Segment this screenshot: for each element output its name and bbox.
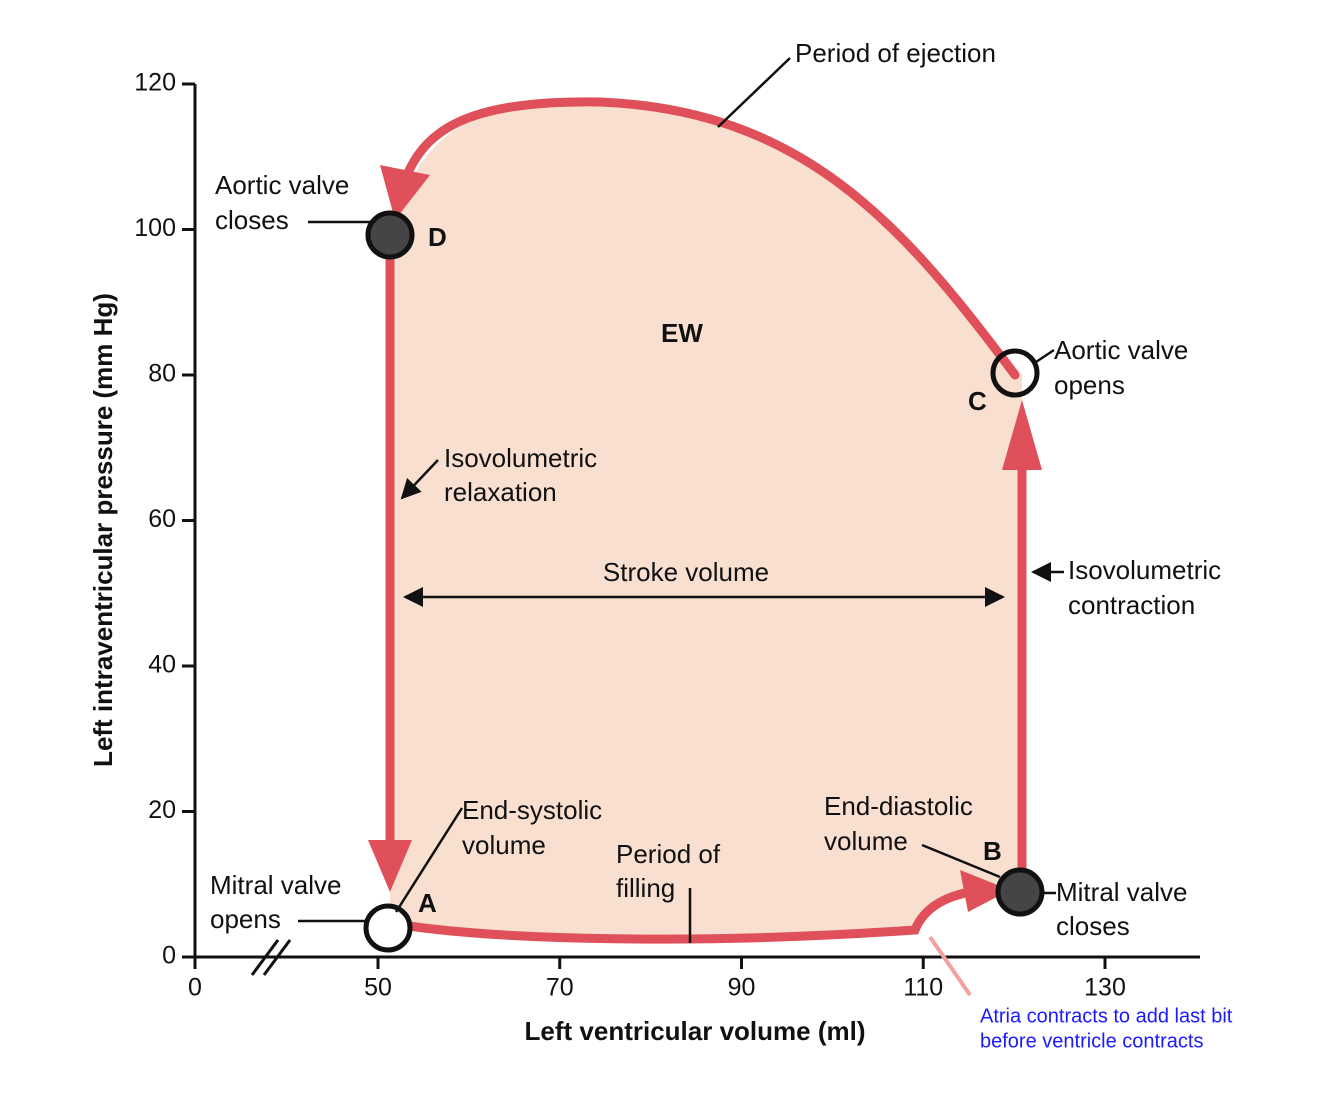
annotation: volume (824, 826, 908, 856)
point-label: C (968, 386, 987, 416)
point-d (365, 210, 415, 260)
atria-note: before ventricle contracts (980, 1030, 1203, 1052)
annotation: closes (1056, 911, 1130, 941)
y-tick-label: 60 (148, 505, 176, 533)
x-tick-label: 90 (728, 974, 756, 1002)
ejection-curve (400, 97, 1020, 380)
annotation: filling (616, 873, 675, 903)
y-tick-label: 0 (162, 942, 176, 970)
filling-curve (397, 886, 980, 944)
y-tick-label: 120 (134, 69, 176, 97)
leader-arrow (400, 459, 439, 500)
leader (1035, 348, 1055, 364)
annotation: Aortic valve (215, 170, 349, 200)
ticks: 0 20 40 60 80 100 120 0 50 70 90 110 130 (134, 69, 1126, 1002)
x-tick-label: 110 (903, 974, 943, 1002)
annotation: Isovolumetric (444, 443, 597, 473)
y-axis-label: Left intraventricular pressure (mm Hg) (88, 293, 118, 767)
annotation: Isovolumetric (1068, 555, 1221, 585)
annotation: Stroke volume (603, 557, 769, 587)
axis-break (262, 939, 292, 976)
point-a (363, 903, 413, 953)
annotation: opens (210, 904, 281, 934)
y-tick-label: 40 (148, 651, 176, 679)
loop-area (390, 101, 1022, 940)
annotation: closes (215, 205, 289, 235)
arrowhead (380, 165, 430, 220)
leader (717, 57, 791, 128)
x-tick-label: 70 (546, 974, 574, 1002)
point-label: D (428, 222, 447, 252)
y-tick-label: 20 (148, 796, 176, 824)
atria-note: Atria contracts to add last bit (980, 1005, 1233, 1027)
point-label: B (983, 836, 1002, 866)
point-c (990, 348, 1040, 398)
annotation: relaxation (444, 477, 557, 507)
arrowhead (960, 870, 1010, 912)
annotation: Mitral valve (1056, 877, 1187, 907)
annotation: volume (462, 830, 546, 860)
area-label: EW (661, 318, 703, 348)
x-tick-label: 130 (1084, 974, 1126, 1002)
annotation: Period of ejection (795, 38, 996, 68)
arrowhead (368, 840, 412, 892)
annotation: opens (1054, 370, 1125, 400)
arrowhead (1002, 400, 1042, 470)
axis-break (250, 939, 280, 976)
x-axis-label: Left ventricular volume (ml) (525, 1016, 866, 1046)
atria-pointer (928, 935, 972, 997)
y-tick-label: 100 (134, 214, 176, 242)
y-tick-label: 80 (148, 360, 176, 388)
leader (921, 843, 1001, 879)
x-tick-label: 50 (364, 974, 392, 1002)
annotation: Aortic valve (1054, 335, 1188, 365)
point-b (995, 867, 1045, 917)
point-label: A (418, 888, 437, 918)
annotation: Mitral valve (210, 870, 341, 900)
annotation: End-systolic (462, 795, 602, 825)
annotation: Period of (616, 839, 721, 869)
leader (394, 807, 464, 913)
x-tick-label: 0 (188, 974, 202, 1002)
annotation: End-diastolic (824, 791, 973, 821)
annotation: contraction (1068, 590, 1195, 620)
